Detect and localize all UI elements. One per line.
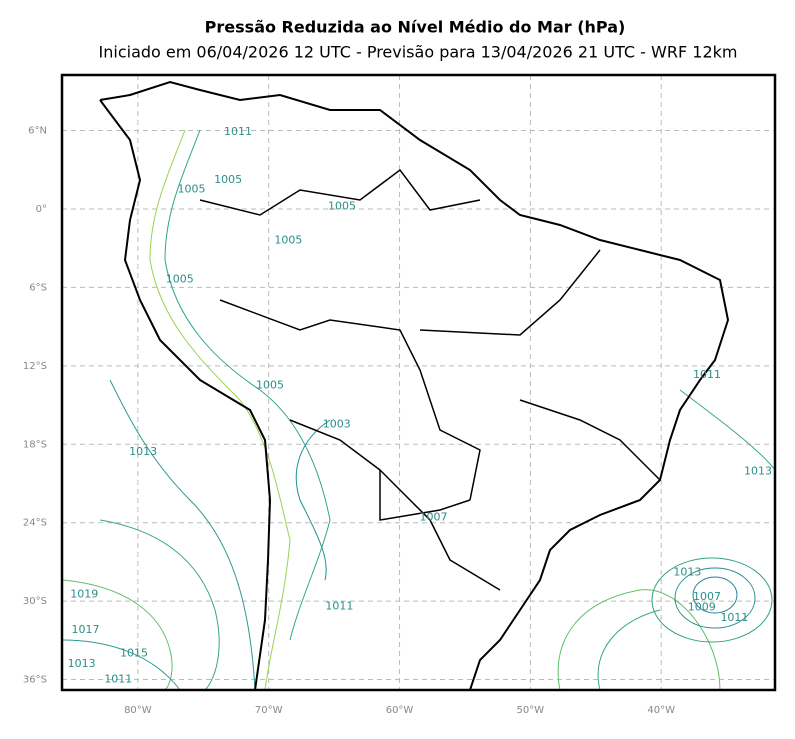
contour-label: 1005 [328, 199, 356, 212]
isobar [109, 379, 256, 691]
contour-label: 1007 [693, 590, 721, 603]
contour-label: 1013 [129, 445, 157, 458]
contour-label: 1007 [420, 510, 448, 523]
lat-tick-label: 18°S [23, 439, 47, 450]
grid [62, 75, 775, 690]
isobar [597, 609, 661, 691]
contour-label: 1009 [688, 601, 716, 614]
contour-label: 1003 [323, 418, 351, 431]
contour-labels: 1011 1005 1005 1005 1005 1005 1005 1003 1013 1007… [68, 125, 772, 686]
boundaries [99, 80, 730, 691]
isobar [692, 576, 738, 614]
isobar [149, 129, 291, 691]
lat-tick-label: 12°S [23, 361, 47, 372]
isobar [679, 389, 776, 471]
isobars [61, 129, 776, 691]
isobar [61, 579, 173, 691]
contour-label: 1017 [72, 623, 100, 636]
contour-label: 1011 [693, 368, 721, 381]
lon-tick-label: 60°W [386, 705, 414, 716]
contour-label: 1013 [68, 657, 96, 670]
lat-tick-label: 6°N [28, 126, 47, 137]
contour-label: 1005 [256, 378, 284, 391]
isobar [651, 557, 773, 643]
contour-label: 1013 [673, 565, 701, 578]
title: Pressão Reduzida ao Nível Médio do Mar (… [205, 18, 626, 37]
contour-label: 1005 [178, 182, 206, 195]
lat-tick-label: 36°S [23, 675, 47, 686]
contour-label: 1005 [274, 233, 302, 246]
lon-tick-label: 50°W [517, 705, 545, 716]
country-border [199, 168, 661, 591]
lat-tick-label: 0° [36, 204, 47, 215]
lon-tick-label: 70°W [255, 705, 283, 716]
contour-label: 1019 [70, 588, 98, 601]
isobar [674, 567, 756, 629]
lat-tick-label: 30°S [23, 596, 47, 607]
coastline [99, 80, 730, 691]
lon-tick-label: 80°W [124, 705, 152, 716]
contour-label: 1011 [224, 125, 252, 138]
contour-label: 1011 [720, 611, 748, 624]
isobar [99, 519, 220, 691]
isobar [61, 639, 181, 691]
lon-tick-label: 40°W [647, 705, 675, 716]
lat-tick-label: 24°S [23, 518, 47, 529]
contour-label: 1011 [104, 673, 132, 686]
map-frame [60, 73, 777, 692]
contour-label: 1005 [214, 173, 242, 186]
contour-label: 1015 [120, 646, 148, 659]
subtitle: Iniciado em 06/04/2026 12 UTC - Previsão… [99, 43, 738, 62]
lat-tick-label: 6°S [29, 282, 47, 293]
contour-label: 1005 [166, 273, 194, 286]
contour-label: 1013 [744, 465, 772, 478]
contour-label: 1011 [325, 599, 353, 612]
isobar [557, 589, 721, 691]
isobar [295, 419, 331, 581]
isobar [164, 129, 331, 641]
